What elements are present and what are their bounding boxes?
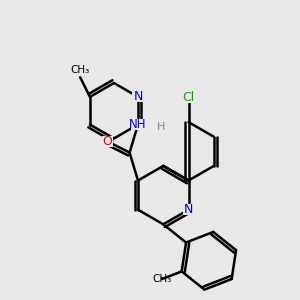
Text: NH: NH — [129, 118, 147, 131]
Text: N: N — [133, 90, 143, 104]
Text: N: N — [184, 203, 193, 216]
Text: O: O — [103, 135, 112, 148]
Text: CH₃: CH₃ — [152, 274, 172, 284]
Text: Cl: Cl — [182, 91, 195, 104]
Text: H: H — [157, 122, 165, 132]
FancyBboxPatch shape — [132, 92, 144, 102]
Text: CH₃: CH₃ — [70, 65, 90, 75]
FancyBboxPatch shape — [180, 92, 197, 103]
FancyBboxPatch shape — [183, 204, 194, 215]
FancyBboxPatch shape — [130, 119, 146, 130]
FancyBboxPatch shape — [102, 136, 113, 147]
